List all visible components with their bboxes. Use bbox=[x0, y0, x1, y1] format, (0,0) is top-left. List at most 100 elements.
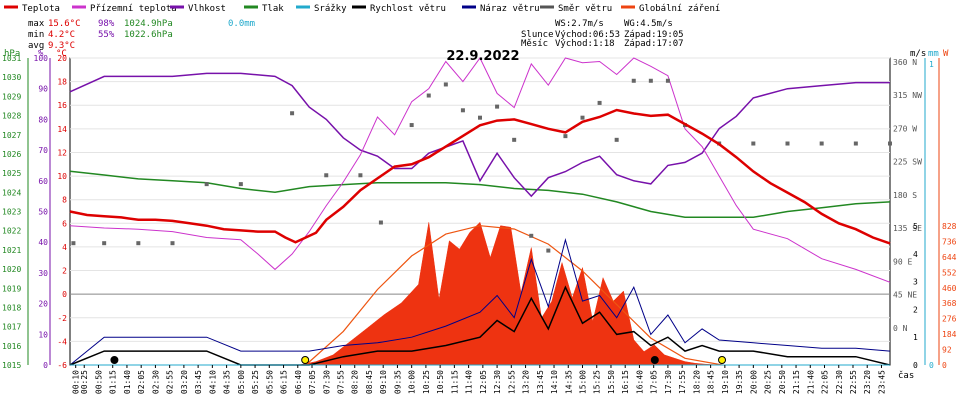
legend-label: Teplota bbox=[22, 4, 60, 14]
humidity-tick: 60 bbox=[38, 177, 48, 186]
stats-avg-label: avg bbox=[28, 41, 44, 51]
x-tick-label: 07:55 bbox=[336, 370, 345, 394]
pressure-tick: 1028 bbox=[2, 112, 21, 121]
stats-avg-temp: 9.3°C bbox=[48, 41, 75, 51]
x-tick-label: 19:35 bbox=[735, 370, 744, 394]
x-tick-label: 21:40 bbox=[806, 370, 815, 394]
rain-tick: 0 bbox=[929, 361, 934, 370]
chart-title: 22.9.2022 bbox=[446, 49, 519, 64]
humidity-tick: 90 bbox=[38, 85, 48, 94]
x-tick-label: 10:25 bbox=[422, 370, 431, 394]
temperature-tick: -6 bbox=[57, 361, 67, 370]
legend-label: Vlhkost bbox=[188, 4, 226, 14]
x-tick-label: 14:10 bbox=[550, 370, 559, 394]
x-tick-label: 04:10 bbox=[208, 370, 217, 394]
pressure-tick: 1025 bbox=[2, 169, 21, 178]
pressure-tick: 1021 bbox=[2, 246, 21, 255]
humidity-tick: 30 bbox=[38, 269, 48, 278]
info-wg: WG:4.5m/s bbox=[624, 19, 673, 29]
wind-direction-point bbox=[426, 93, 431, 98]
temperature-tick: 2 bbox=[62, 267, 67, 276]
x-tick-label: 03:45 bbox=[194, 370, 203, 394]
pressure-tick: 1017 bbox=[2, 323, 21, 332]
ground-temperature-line bbox=[69, 57, 891, 283]
radiation-tick: 0 bbox=[942, 361, 947, 370]
stats-min-hum: 55% bbox=[98, 30, 115, 40]
wind-direction-tick: 90 E bbox=[893, 257, 912, 266]
wind-direction-point bbox=[460, 108, 465, 113]
wind-direction-point bbox=[631, 78, 636, 83]
temperature-tick: -2 bbox=[57, 314, 67, 323]
wind-direction-point bbox=[512, 137, 517, 142]
pressure-tick: 1026 bbox=[2, 150, 21, 159]
info-sun-set: Západ:19:05 bbox=[624, 30, 684, 40]
x-tick-label: 18:45 bbox=[707, 370, 716, 394]
legend-label: Globální záření bbox=[639, 4, 720, 14]
wind-direction-point bbox=[785, 141, 790, 146]
x-tick-label: 04:35 bbox=[223, 370, 232, 394]
wind-speed-tick: 3 bbox=[913, 278, 918, 287]
x-tick-label: 20:25 bbox=[764, 370, 773, 394]
temperature-tick: 20 bbox=[57, 54, 67, 63]
wind-direction-tick: 180 S bbox=[893, 191, 917, 200]
humidity-tick: 80 bbox=[38, 115, 48, 124]
x-tick-label: 02:05 bbox=[137, 370, 146, 394]
pressure-tick: 1027 bbox=[2, 131, 21, 140]
info-sun-label: Slunce bbox=[521, 30, 554, 40]
radiation-tick: 184 bbox=[942, 330, 957, 339]
temperature-tick: 6 bbox=[62, 219, 67, 228]
x-tick-label: 12:05 bbox=[479, 370, 488, 394]
wind-speed-tick: 4 bbox=[913, 250, 918, 259]
legend: Teplota Přízemní teplota Vlhkost Tlak Srážky… bbox=[4, 4, 720, 14]
humidity-tick: 0 bbox=[43, 361, 48, 370]
wind-speed-tick: 0 bbox=[913, 361, 918, 370]
x-tick-label: 15:50 bbox=[607, 370, 616, 394]
wind-direction-tick: 360 N bbox=[893, 58, 917, 67]
pressure-tick: 1029 bbox=[2, 92, 21, 101]
temperature-tick: 18 bbox=[57, 78, 67, 87]
wind-speed-tick: 2 bbox=[913, 305, 918, 314]
stats-min-press: 1022.6hPa bbox=[124, 30, 173, 40]
wind-direction-point bbox=[443, 82, 448, 87]
wind-direction-tick: 0 N bbox=[893, 324, 908, 333]
x-tick-label: 17:05 bbox=[650, 370, 659, 394]
x-tick-label: 00:25 bbox=[80, 370, 89, 394]
humidity-tick: 70 bbox=[38, 146, 48, 155]
x-tick-label: 20:50 bbox=[778, 370, 787, 394]
x-tick-label: 09:35 bbox=[393, 370, 402, 394]
temperature-tick: 12 bbox=[57, 148, 67, 157]
radiation-tick: 92 bbox=[942, 346, 952, 355]
x-tick-label: 22:55 bbox=[849, 370, 858, 394]
axis-label-ms: m/s bbox=[910, 49, 926, 59]
wind-direction-point bbox=[495, 104, 500, 109]
wind-direction-point bbox=[751, 141, 756, 146]
axis-label-degc: °C bbox=[56, 49, 67, 59]
x-tick-label: 17:30 bbox=[664, 370, 673, 394]
radiation-tick: 828 bbox=[942, 222, 957, 231]
stats-min-temp: 4.2°C bbox=[48, 30, 75, 40]
rain-tick: 1 bbox=[929, 60, 934, 69]
temperature-tick: 4 bbox=[62, 243, 67, 252]
x-tick-label: 07:05 bbox=[308, 370, 317, 394]
x-tick-label: 02:30 bbox=[151, 370, 160, 394]
radiation-tick: 736 bbox=[942, 237, 957, 246]
pressure-tick: 1023 bbox=[2, 208, 21, 217]
wind-direction-point bbox=[102, 241, 107, 246]
x-tick-label: 05:00 bbox=[237, 370, 246, 394]
x-tick-label: 10:50 bbox=[436, 370, 445, 394]
pressure-tick: 1020 bbox=[2, 265, 21, 274]
stats-max-label: max bbox=[28, 19, 45, 29]
axis-label-mm: mm bbox=[928, 49, 939, 59]
stats-max-temp: 15.6°C bbox=[48, 19, 81, 29]
wind-direction-point bbox=[409, 123, 414, 128]
wind-direction-point bbox=[563, 134, 568, 139]
wind-direction-point bbox=[597, 100, 602, 105]
temperature-tick: 14 bbox=[57, 125, 67, 134]
wind-direction-point bbox=[71, 241, 76, 246]
x-tick-label: 11:40 bbox=[465, 370, 474, 394]
info-sun-rise: Východ:06:53 bbox=[555, 30, 620, 40]
x-tick-label: 15:25 bbox=[593, 370, 602, 394]
x-tick-label: 00:50 bbox=[94, 370, 103, 394]
legend-label: Přízemní teplota bbox=[90, 4, 177, 14]
wind-direction-point bbox=[853, 141, 858, 146]
